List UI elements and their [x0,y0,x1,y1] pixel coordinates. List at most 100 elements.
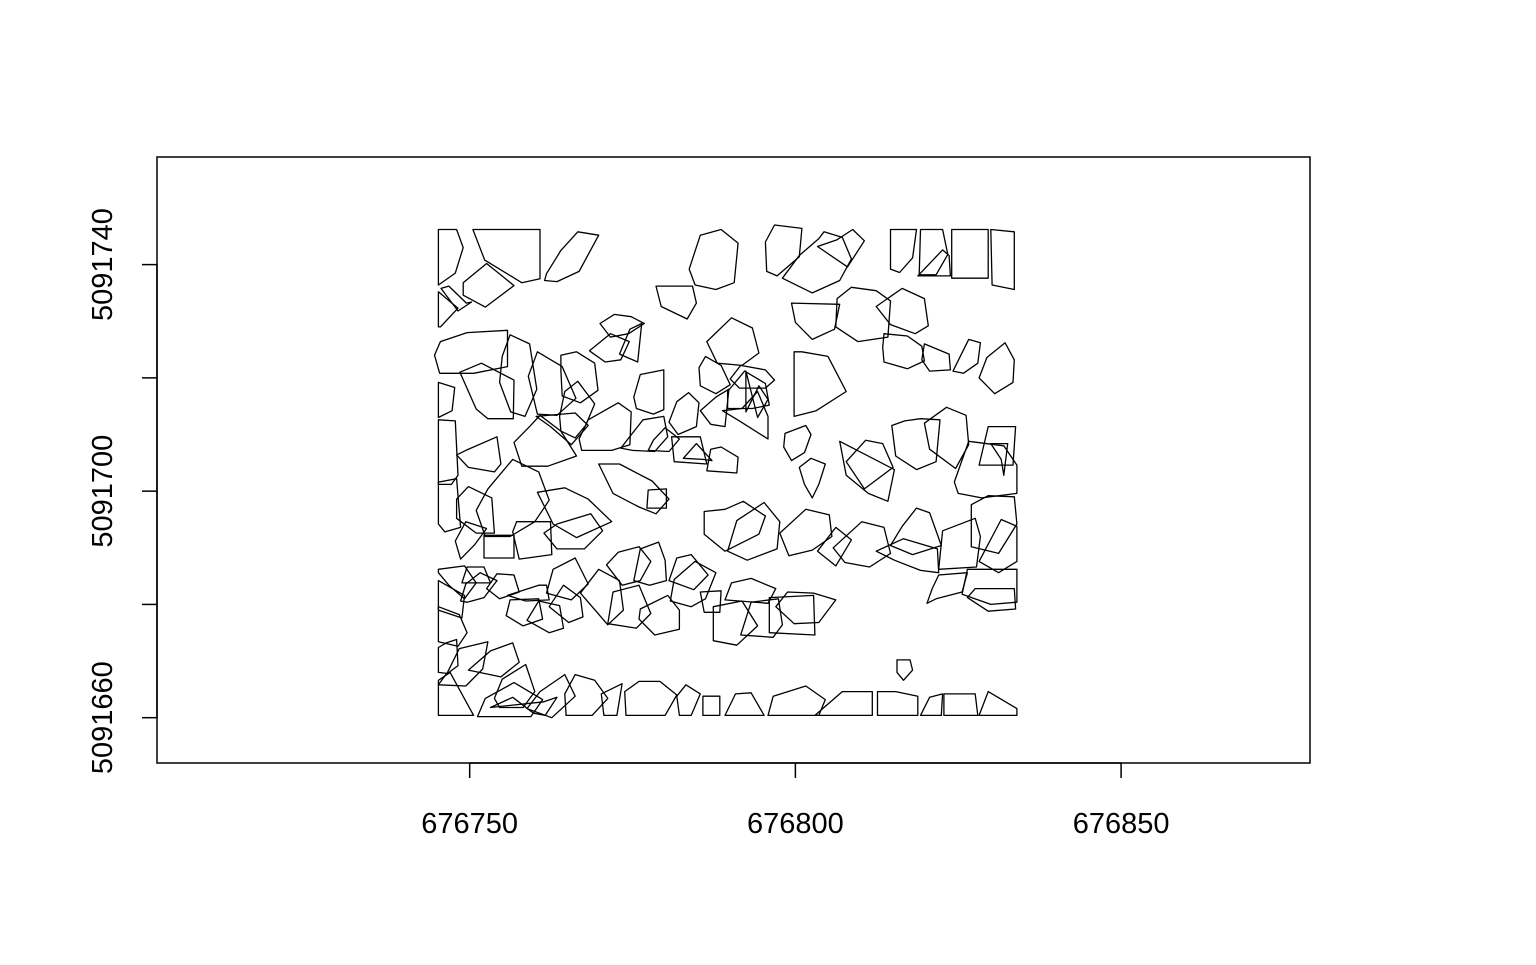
crown-polygon [455,485,496,534]
crown-polygon [526,600,565,634]
crown-polygon [978,425,1017,466]
crown-polygon [952,338,982,374]
crown-polygon [489,696,558,717]
crown-polygon [599,313,645,338]
crown-polygon [669,560,717,608]
crown-polygon [668,553,709,591]
crown-polygon [564,673,609,717]
crown-polygon [783,424,812,462]
plot-frame [156,156,1311,764]
crown-polygon [527,351,577,416]
crown-polygon [558,380,596,439]
crown-polygon [437,228,464,286]
y-tick-label: 5091700 [87,435,119,548]
crown-polygon [724,692,765,717]
crown-polygon [740,598,784,638]
crown-polygon [978,342,1015,395]
crown-polygon [938,517,982,570]
crown-polygon [698,355,731,395]
crown-polygon [437,565,477,600]
crown-polygon [543,231,600,283]
crown-polygon [816,526,853,567]
crown-polygon [535,412,589,446]
crown-polygon [721,390,769,440]
crown-polygon [605,546,652,586]
crown-polygon [726,370,770,410]
y-tick-label: 5091740 [87,208,119,321]
crown-polygon [724,577,777,604]
crown-polygon [951,228,989,279]
crown-polygon [875,538,940,574]
crown-polygon [485,573,520,600]
crown-polygon [472,228,541,284]
crown-polygon [578,402,632,452]
crown-polygon [437,641,489,687]
y-axis: 5091660 5091700 5091740 [87,208,158,774]
crown-polygon [433,329,509,374]
crown-polygon [729,364,776,389]
crown-polygon [990,442,1009,476]
crown-polygon [598,463,670,515]
crown-polygon [875,287,929,335]
crown-polygon [670,436,708,465]
crown-polygon [706,317,760,367]
crown-polygon [638,594,681,636]
crown-polygon [889,228,918,274]
crown-polygon [953,440,1018,499]
crown-polygon [919,693,944,717]
crown-polygon [647,427,681,453]
crown-polygon [476,681,544,718]
crown-polygon [437,638,459,675]
crown-polygon [633,369,665,415]
crown-polygon [493,663,536,709]
crown-polygon [620,415,669,453]
crown-polygon [461,566,492,584]
crown-polygon [745,370,769,419]
crown-polygon [966,587,1017,612]
crown-polygon [467,642,520,678]
crown-polygon [891,418,941,471]
crown-polygon [767,685,826,717]
crown-polygon [655,285,698,320]
crown-polygon [512,521,553,560]
crown-polygon [917,249,952,277]
crown-polygon [440,285,473,312]
crown-polygon [437,419,459,486]
crown-polygon [961,568,1018,606]
crown-polygon [706,446,739,474]
crown-polygon [483,534,515,559]
crown-polygon [437,671,475,717]
crown-polygon [921,343,952,372]
crown-polygon [835,286,892,343]
crown-polygon [543,513,604,550]
crown-polygon [624,680,678,717]
crown-polygon [588,333,630,363]
crown-polygon [764,224,803,277]
crown-polygon [454,521,488,560]
x-axis: 676750 676800 676850 [421,762,1170,840]
crown-polygon [832,521,892,568]
crown-polygon [703,500,767,552]
y-tick-label: 5091660 [87,661,119,774]
crown-polygon [688,228,739,291]
crown-polygon [926,572,969,604]
crown-polygon [943,693,979,717]
crown-polygon [793,351,847,418]
crown-polygon [699,388,730,428]
crown-polygon [536,487,613,539]
crown-polygon [437,478,462,533]
crown-polygon [600,683,623,717]
crown-polygon [579,568,625,626]
crown-polygon [726,501,781,561]
x-tick-label: 676800 [747,808,844,840]
crown-polygon [475,458,550,538]
x-tick-label: 676850 [1073,808,1170,840]
crown-polygon [845,439,894,490]
crown-polygon [798,457,826,499]
crown-polygon [437,291,459,328]
crown-polygon [646,488,668,509]
crown-polygon [506,584,550,602]
crown-polygon [607,584,652,629]
crown-polygon [437,606,468,647]
crown-polygon [455,436,502,473]
